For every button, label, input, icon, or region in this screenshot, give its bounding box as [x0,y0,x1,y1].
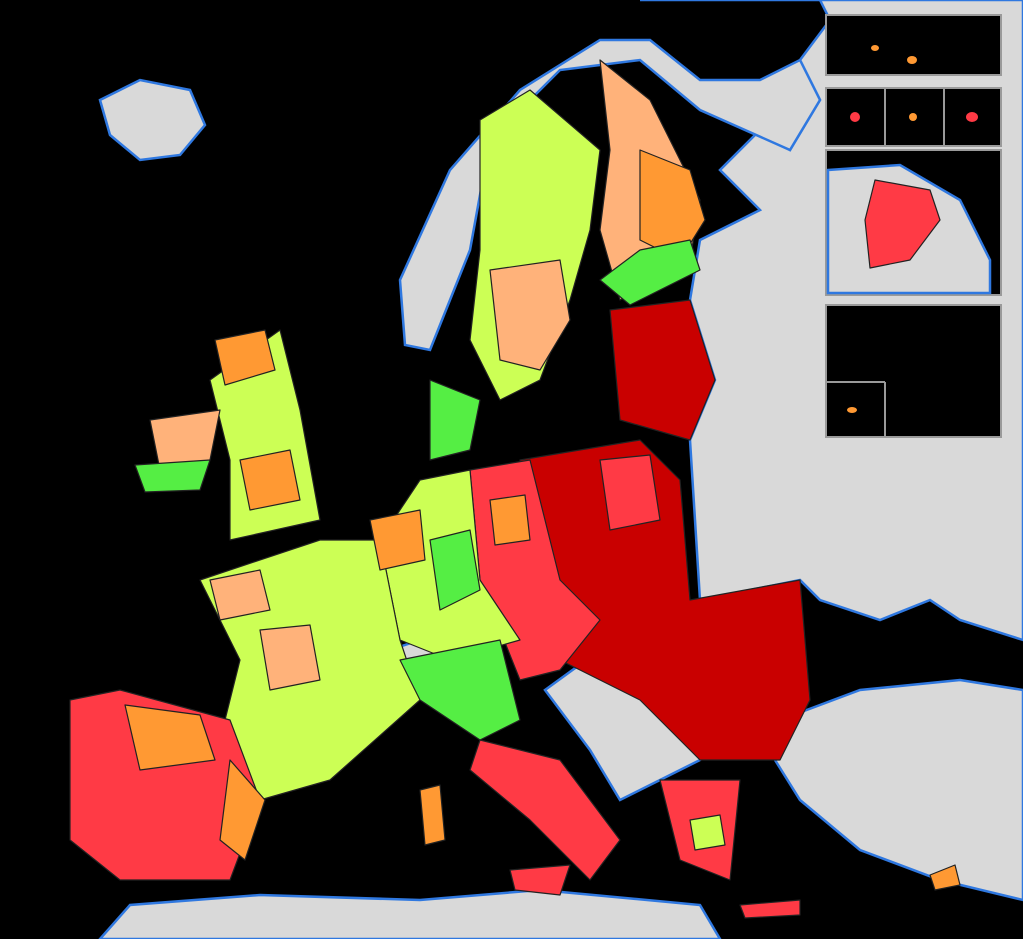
region [134,459,211,493]
island [871,45,879,51]
inset-box [825,14,1002,76]
island [909,113,917,121]
region [469,739,621,881]
region [929,864,961,891]
region [209,569,271,621]
region [124,704,216,771]
iceland [98,78,207,162]
region [259,624,321,691]
region [214,329,276,386]
region [739,899,801,919]
island [850,112,860,122]
regions [69,59,961,919]
region [419,784,446,846]
region [689,814,726,851]
region [369,509,426,571]
region [489,259,571,371]
island [847,407,857,413]
region [489,494,531,546]
region [429,529,481,611]
region [609,299,716,441]
island [966,112,978,122]
region [509,864,571,896]
insets [825,14,1002,438]
north-africa [98,888,722,939]
region [239,449,301,511]
region [599,239,701,306]
inset-region [864,179,941,269]
region [399,639,521,741]
region [599,454,661,531]
inset-box [825,304,1002,438]
region [429,379,481,461]
island [907,56,917,64]
region [639,149,706,261]
region [219,759,266,861]
turkey [773,678,1023,902]
